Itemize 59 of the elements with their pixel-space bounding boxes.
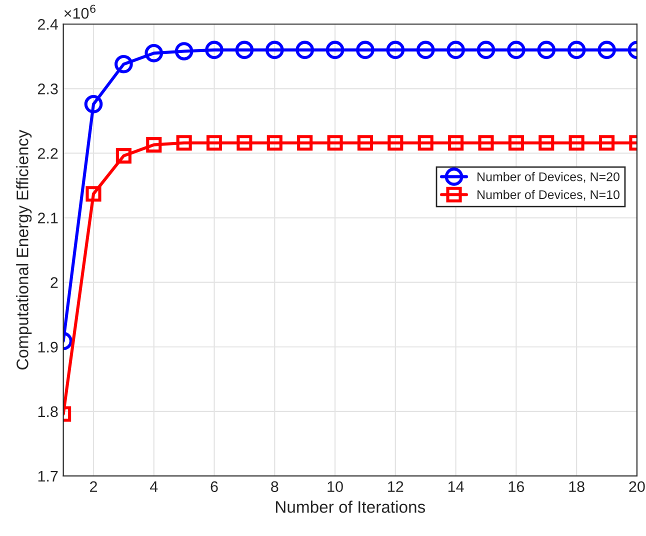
point [176,135,192,151]
point [116,148,132,164]
point [356,40,374,60]
y-tick-label: 2.2 [38,148,58,159]
point [598,135,615,151]
point [205,40,224,60]
point [598,40,616,60]
point [476,40,496,60]
x-tick-label: 16 [508,481,524,492]
y-tick-label: 1.8 [38,406,58,418]
x-tick-label: 10 [328,481,343,492]
y-tick-label: 2.4 [38,18,58,30]
point [568,135,584,151]
point [206,135,222,151]
x-axis-title: Number of Iterations [276,500,426,513]
point [357,135,374,151]
x-tick-label: 20 [629,481,645,492]
legend-label: Number of Devices, N=20 [478,172,620,183]
point [386,40,405,60]
point [114,54,133,74]
x-tick-label: 12 [388,481,404,492]
point [538,135,554,151]
y-tick-label: 2.1 [38,212,58,224]
point [265,40,284,60]
point [266,135,282,151]
x-tick-label: 2 [90,481,97,492]
y-tick-label: 2 [50,277,58,288]
point [507,40,526,60]
point [446,40,465,60]
y-axis-title: Computational Energy Efficiency [16,130,32,370]
y-tick-label: 2.3 [38,84,58,94]
point [296,40,314,60]
point [144,44,164,62]
point [508,135,524,151]
point [567,40,586,60]
x-tick-label: 4 [150,481,158,492]
x-tick-label: 18 [569,481,584,492]
point [84,94,103,114]
point [418,135,434,151]
text: ×10$^{6}$ [64,4,96,19]
point [478,135,494,151]
x-tick-label: 14 [448,481,464,492]
point [236,135,252,151]
point [235,40,254,60]
y-tick-label: 1.7 [38,470,58,482]
y-tick-label: 1.9 [38,342,58,353]
point [297,135,313,151]
point [326,40,344,60]
point [537,40,556,60]
point [146,137,162,153]
point [416,40,435,60]
legend-label: Number of Devices, N=10 [478,190,620,201]
point [327,135,343,151]
point [448,135,464,151]
point [86,186,102,202]
x-tick-label: 8 [271,481,278,492]
x-tick-label: 6 [210,481,218,492]
point [174,42,194,60]
point [388,135,404,151]
